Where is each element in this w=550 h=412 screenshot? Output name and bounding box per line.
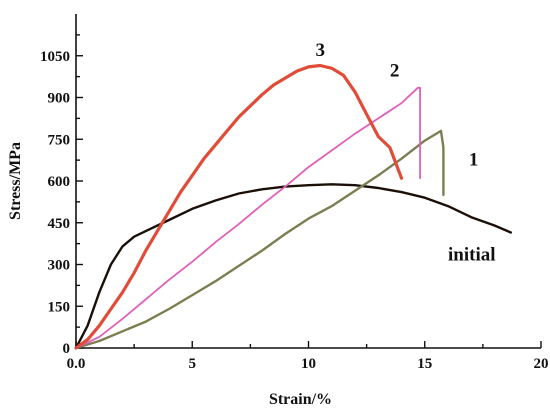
y-tick-label: 750 <box>48 132 71 148</box>
x-ticks: 0.0 5 10 15 20 <box>67 341 549 372</box>
y-axis-label: Stress/MPa <box>7 142 24 220</box>
y-tick-label: 0 <box>63 341 71 357</box>
x-axis-label: Strain/% <box>269 391 332 408</box>
series-line-1 <box>74 129 445 350</box>
series-group <box>74 63 512 350</box>
y-tick-label: 300 <box>48 258 71 274</box>
series-label-1: 1 <box>469 150 479 171</box>
series-line-initial <box>74 183 512 350</box>
x-tick-label: 20 <box>534 356 549 372</box>
series-label-3: 3 <box>315 40 325 61</box>
series-line-2 <box>75 86 421 349</box>
axes <box>75 14 541 349</box>
y-tick-label: 1050 <box>40 49 70 65</box>
y-tick-label: 450 <box>48 216 71 232</box>
x-tick-label: 10 <box>301 356 316 372</box>
series-label-2: 2 <box>390 61 400 82</box>
series-line-3 <box>74 63 404 350</box>
x-tick-label: 0.0 <box>67 356 86 372</box>
x-tick-label: 15 <box>417 356 432 372</box>
y-tick-label: 600 <box>48 174 71 190</box>
x-tick-label: 5 <box>189 356 197 372</box>
series-labels: 3 2 1 initial <box>315 40 495 266</box>
y-tick-label: 900 <box>48 91 71 107</box>
y-ticks: 0 150 300 450 600 750 900 1050 <box>40 34 83 357</box>
series-label-initial: initial <box>448 244 496 265</box>
y-tick-label: 150 <box>48 299 71 315</box>
